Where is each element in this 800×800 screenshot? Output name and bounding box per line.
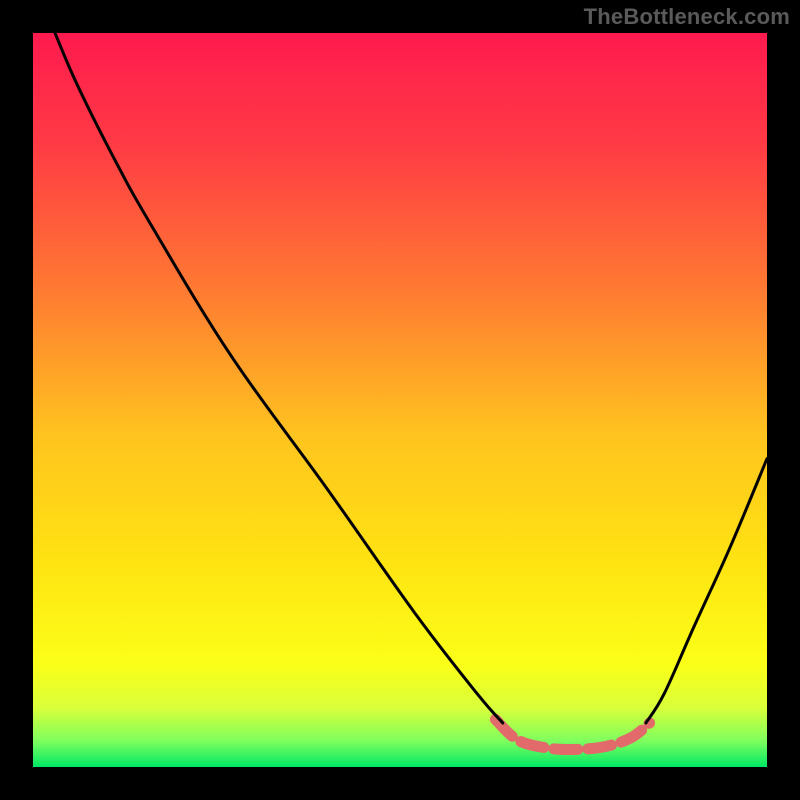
chart-gradient-background xyxy=(33,33,767,767)
chart-canvas xyxy=(0,0,800,800)
watermark-text: TheBottleneck.com xyxy=(584,4,790,30)
